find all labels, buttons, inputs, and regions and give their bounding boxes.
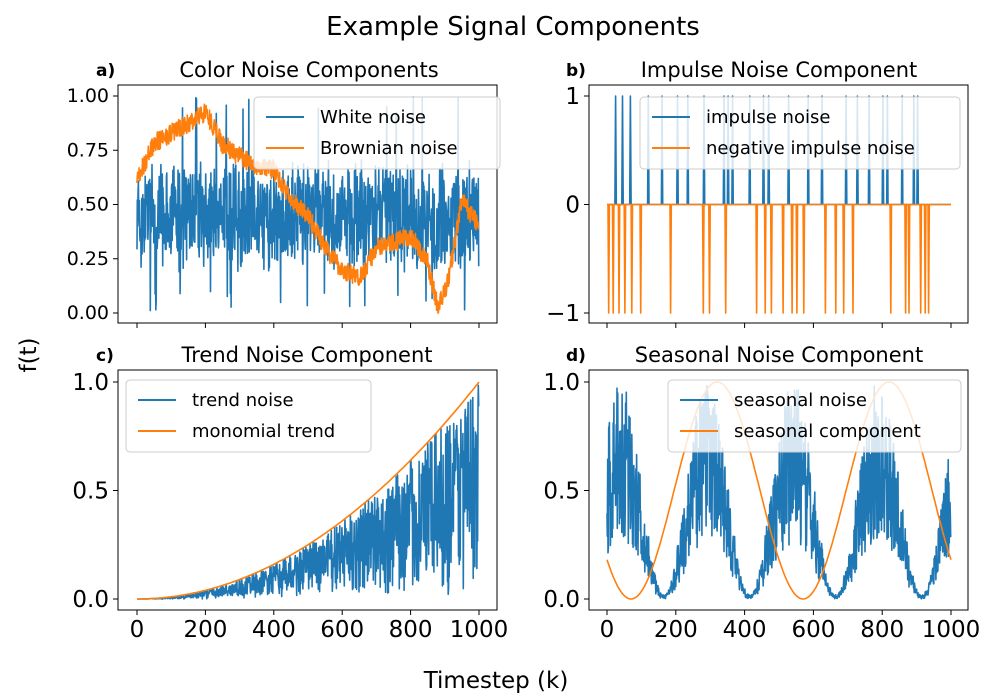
legend-label: Brownian noise: [320, 138, 458, 159]
figure-ylabel: f(t): [16, 337, 42, 372]
y-tick-label: 0.75: [67, 139, 109, 161]
panel-a: 0.00 0.25 0.50 0.75 1.00 Color Noise Componen…: [67, 58, 501, 328]
legend-label: trend noise: [192, 390, 294, 411]
y-tick-label: 0.5: [543, 479, 580, 505]
series-negative-impulse-noise-line: [607, 203, 951, 314]
y-tick-label: 0.00: [67, 302, 109, 324]
panel-label: d): [566, 346, 586, 366]
legend-label: monomial trend: [192, 421, 335, 442]
panel-label: c): [96, 346, 114, 366]
panel-d: 0 200 400 600 800 1000 0.0 0.5 1.0 Seasonal Noise…: [543, 343, 980, 643]
panel-title: Impulse Noise Component: [641, 58, 918, 82]
figure-xlabel: Timestep (k): [423, 668, 569, 694]
y-tick-label: 1.00: [67, 85, 109, 107]
series-white-noise-line: [136, 96, 480, 312]
y-tick-label: 0.5: [72, 479, 109, 505]
y-tick-label: 0: [565, 193, 580, 219]
panel-b: −1 0 1 Impulse Noise Component b) impulse noi…: [546, 58, 969, 328]
legend-box: [253, 96, 501, 170]
legend-label: seasonal noise: [734, 390, 867, 411]
legend-label: impulse noise: [706, 107, 830, 128]
panel-label: a): [96, 61, 115, 81]
series-trend-noise-line: [136, 384, 480, 600]
y-tick-label: 0.50: [67, 194, 109, 216]
figure-title: Example Signal Components: [326, 12, 700, 42]
legend: seasonal noise seasonal component: [667, 379, 962, 453]
panel-c: 0 200 400 600 800 1000 0.0 0.5 1.0 Trend Noise Co…: [72, 343, 508, 643]
legend-label: White noise: [320, 107, 426, 128]
x-tick-label: 0: [130, 617, 145, 643]
legend: White noise Brownian noise: [253, 96, 501, 170]
x-tick-label: 800: [389, 617, 433, 643]
legend-label: seasonal component: [734, 421, 921, 442]
x-tick-label: 400: [723, 617, 767, 643]
y-tick-label: 0.25: [67, 248, 109, 270]
x-tick-label: 200: [654, 617, 698, 643]
panel-label: b): [566, 61, 586, 81]
plot-area: [607, 95, 951, 314]
x-tick-label: 400: [252, 617, 296, 643]
y-tick-label: 1.0: [543, 370, 580, 396]
plot-area: [136, 96, 480, 314]
x-tick-label: 0: [600, 617, 615, 643]
series-brownian-noise-line: [136, 103, 480, 314]
series-monomial-trend-line: [137, 381, 480, 600]
legend: impulse noise negative impulse noise: [639, 96, 961, 170]
legend-box: [667, 379, 962, 453]
x-tick-label: 200: [183, 617, 227, 643]
y-tick-label: 1.0: [72, 370, 109, 396]
panel-title: Color Noise Components: [179, 58, 438, 82]
y-tick-label: −1: [546, 301, 580, 327]
y-tick-label: 0.0: [72, 587, 109, 613]
legend-label: negative impulse noise: [706, 138, 915, 159]
x-tick-label: 600: [320, 617, 364, 643]
panel-title: Trend Noise Component: [181, 343, 433, 367]
panel-title: Seasonal Noise Component: [635, 343, 923, 367]
y-tick-label: 0.0: [543, 587, 580, 613]
x-tick-label: 1000: [450, 617, 509, 643]
legend-box: [639, 96, 961, 170]
x-tick-label: 600: [791, 617, 835, 643]
y-tick-label: 1: [565, 84, 580, 110]
x-tick-label: 800: [860, 617, 904, 643]
plot-area: [136, 381, 480, 600]
legend-box: [125, 379, 372, 453]
x-tick-label: 1000: [922, 617, 981, 643]
legend: trend noise monomial trend: [125, 379, 372, 453]
